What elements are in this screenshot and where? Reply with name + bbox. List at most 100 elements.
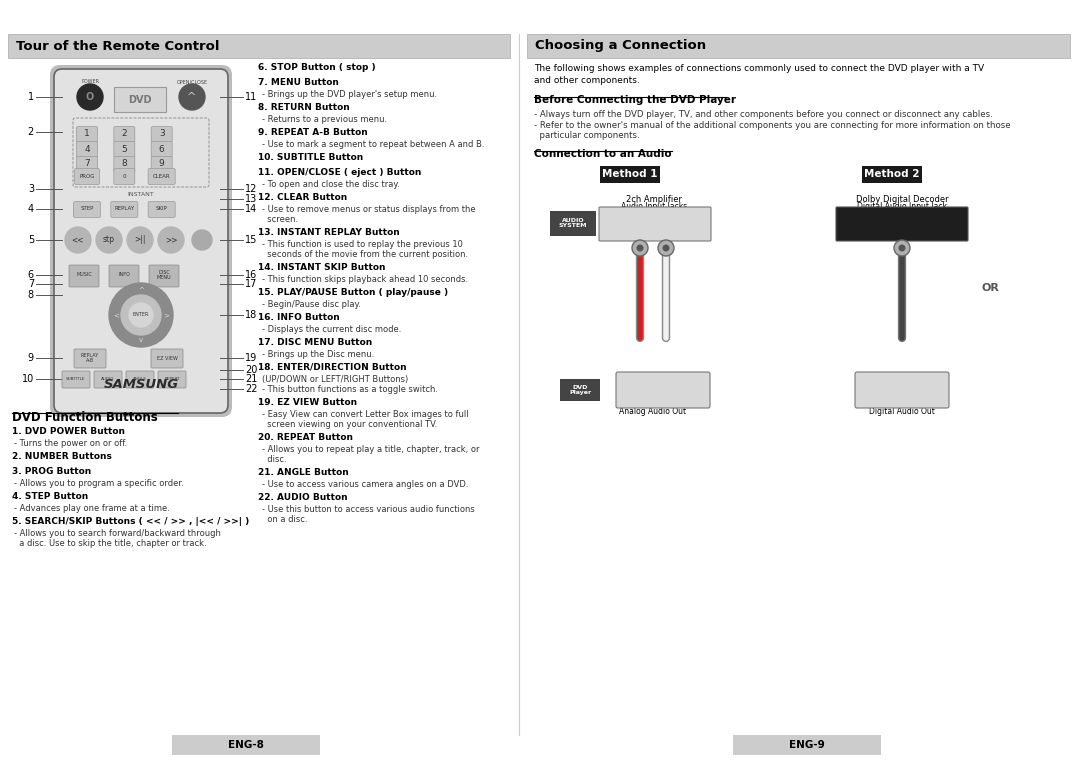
- Text: >: >: [163, 312, 168, 318]
- FancyBboxPatch shape: [126, 371, 154, 388]
- Text: - Allows you to program a specific order.: - Allows you to program a specific order…: [14, 479, 184, 488]
- Text: Method 2: Method 2: [864, 169, 920, 179]
- Text: DISC
MENU: DISC MENU: [157, 269, 172, 280]
- FancyBboxPatch shape: [111, 201, 138, 217]
- Text: 7: 7: [28, 279, 33, 289]
- Circle shape: [109, 283, 173, 347]
- Text: ANGLE: ANGLE: [133, 377, 147, 381]
- Text: DVD: DVD: [129, 95, 152, 105]
- Bar: [527, 34, 1070, 58]
- Text: 21. ANGLE Button: 21. ANGLE Button: [258, 468, 349, 477]
- Text: STEP: STEP: [80, 207, 94, 211]
- Text: DVD
Player: DVD Player: [569, 385, 591, 395]
- Text: Digital Audio Input Jack: Digital Audio Input Jack: [858, 202, 947, 211]
- Text: - Begin/Pause disc play.: - Begin/Pause disc play.: [262, 300, 361, 309]
- Text: <<: <<: [71, 236, 84, 244]
- Text: Digital Audio Out: Digital Audio Out: [869, 407, 935, 416]
- Text: - Displays the current disc mode.: - Displays the current disc mode.: [262, 325, 402, 334]
- Text: 13: 13: [245, 194, 257, 204]
- Bar: [733, 735, 881, 755]
- Text: 6: 6: [28, 270, 33, 280]
- Text: particular components.: particular components.: [534, 131, 639, 140]
- Text: 9: 9: [28, 353, 33, 363]
- Text: >||: >||: [134, 236, 146, 244]
- Text: - This function is used to replay the previous 10: - This function is used to replay the pr…: [262, 240, 463, 249]
- Text: 12. CLEAR Button: 12. CLEAR Button: [258, 193, 348, 202]
- FancyBboxPatch shape: [149, 265, 179, 287]
- Circle shape: [192, 230, 212, 250]
- Text: - This function skips playback ahead 10 seconds.: - This function skips playback ahead 10 …: [262, 275, 468, 284]
- Text: 5: 5: [28, 235, 33, 245]
- Text: 16. INFO Button: 16. INFO Button: [258, 313, 340, 322]
- Text: - Turns the power on or off.: - Turns the power on or off.: [14, 439, 127, 448]
- Text: INSTANT: INSTANT: [127, 192, 154, 198]
- Text: - Use to mark a segment to repeat between A and B.: - Use to mark a segment to repeat betwee…: [262, 140, 485, 149]
- Text: 8: 8: [121, 159, 127, 169]
- Circle shape: [899, 244, 905, 252]
- FancyBboxPatch shape: [599, 207, 711, 241]
- Text: 19: 19: [245, 353, 257, 363]
- Text: 15. PLAY/PAUSE Button ( play/pause ): 15. PLAY/PAUSE Button ( play/pause ): [258, 288, 448, 297]
- Text: PROG: PROG: [79, 173, 95, 179]
- Text: - Returns to a previous menu.: - Returns to a previous menu.: [262, 115, 387, 124]
- Text: Dolby Digital Decoder: Dolby Digital Decoder: [855, 195, 948, 204]
- Text: INFO: INFO: [118, 272, 130, 278]
- Text: Connection to an Audio: Connection to an Audio: [534, 149, 672, 159]
- FancyBboxPatch shape: [113, 127, 135, 143]
- Text: 6: 6: [159, 144, 164, 153]
- Text: - Use to remove menus or status displays from the: - Use to remove menus or status displays…: [262, 205, 475, 214]
- Bar: [550, 211, 596, 236]
- Text: screen.: screen.: [262, 215, 298, 224]
- Text: - Allows you to search forward/backward through: - Allows you to search forward/backward …: [14, 529, 221, 538]
- Circle shape: [662, 244, 670, 252]
- Text: and other components.: and other components.: [534, 76, 639, 85]
- FancyBboxPatch shape: [77, 156, 97, 172]
- Text: Audio Input Jacks: Audio Input Jacks: [621, 202, 687, 211]
- Text: REPLAY
A-B: REPLAY A-B: [81, 353, 99, 363]
- FancyBboxPatch shape: [69, 265, 99, 287]
- Circle shape: [121, 295, 161, 335]
- Text: 2: 2: [28, 127, 33, 137]
- Text: 3: 3: [159, 130, 164, 139]
- Text: The following shows examples of connections commonly used to connect the DVD pla: The following shows examples of connecti…: [534, 64, 984, 73]
- Text: REPLAY: REPLAY: [114, 207, 134, 211]
- Text: O: O: [86, 92, 94, 102]
- Text: - Advances play one frame at a time.: - Advances play one frame at a time.: [14, 504, 170, 513]
- Text: screen viewing on your conventional TV.: screen viewing on your conventional TV.: [262, 420, 437, 429]
- Bar: [862, 166, 922, 183]
- Bar: [172, 735, 320, 755]
- Text: - Easy View can convert Letter Box images to full: - Easy View can convert Letter Box image…: [262, 410, 469, 419]
- Text: 19. EZ VIEW Button: 19. EZ VIEW Button: [258, 398, 357, 407]
- FancyBboxPatch shape: [836, 207, 968, 241]
- Text: 4. STEP Button: 4. STEP Button: [12, 492, 89, 501]
- Text: SKIP: SKIP: [156, 207, 167, 211]
- FancyBboxPatch shape: [73, 201, 100, 217]
- Text: 1: 1: [28, 92, 33, 102]
- FancyBboxPatch shape: [54, 69, 228, 413]
- Text: disc.: disc.: [262, 455, 286, 464]
- Text: AUDIO
SYSTEM: AUDIO SYSTEM: [558, 217, 588, 228]
- Circle shape: [179, 84, 205, 110]
- Text: 12: 12: [245, 184, 257, 194]
- Text: Analog Audio Out: Analog Audio Out: [620, 407, 687, 416]
- Text: - Use this button to access various audio functions: - Use this button to access various audi…: [262, 505, 475, 514]
- FancyBboxPatch shape: [855, 372, 949, 408]
- Text: ENTER: ENTER: [133, 311, 149, 317]
- Text: 6. STOP Button ( stop ): 6. STOP Button ( stop ): [258, 63, 376, 72]
- Text: 1: 1: [84, 130, 90, 139]
- FancyBboxPatch shape: [148, 201, 175, 217]
- Circle shape: [77, 84, 103, 110]
- FancyBboxPatch shape: [113, 141, 135, 157]
- Text: 11. OPEN/CLOSE ( eject ) Button: 11. OPEN/CLOSE ( eject ) Button: [258, 168, 421, 177]
- Text: 1. DVD POWER Button: 1. DVD POWER Button: [12, 427, 125, 436]
- Text: (UP/DOWN or LEFT/RIGHT Buttons): (UP/DOWN or LEFT/RIGHT Buttons): [262, 375, 408, 384]
- Text: REPEAT: REPEAT: [164, 377, 179, 381]
- Text: 14. INSTANT SKIP Button: 14. INSTANT SKIP Button: [258, 263, 386, 272]
- Text: 8. RETURN Button: 8. RETURN Button: [258, 103, 350, 112]
- Text: 11: 11: [245, 92, 257, 102]
- Text: 5: 5: [121, 144, 127, 153]
- Circle shape: [658, 240, 674, 256]
- Text: - Allows you to repeat play a title, chapter, track, or: - Allows you to repeat play a title, cha…: [262, 445, 480, 454]
- Text: 0: 0: [123, 173, 126, 179]
- Circle shape: [636, 244, 644, 252]
